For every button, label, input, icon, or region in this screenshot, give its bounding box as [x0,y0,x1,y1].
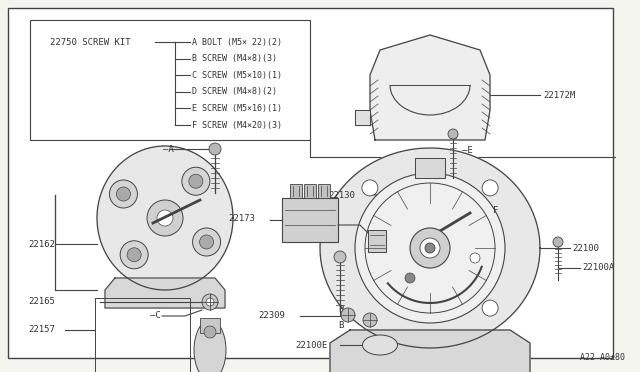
Circle shape [116,187,131,201]
Bar [95,298,190,372]
Ellipse shape [194,320,226,372]
Text: D: D [430,253,435,263]
Circle shape [204,326,216,338]
Text: B: B [338,321,344,330]
Polygon shape [320,148,540,348]
Circle shape [127,248,141,262]
Circle shape [482,180,498,196]
Circle shape [355,173,505,323]
Text: B SCREW (M4×8)(3): B SCREW (M4×8)(3) [192,54,277,63]
Bar [368,230,386,252]
Text: —E: —E [462,145,473,154]
Bar [304,184,316,198]
Ellipse shape [362,335,397,355]
Text: 22100A: 22100A [582,263,614,273]
Bar [282,198,338,242]
Circle shape [405,273,415,283]
Text: 22173: 22173 [228,214,255,222]
Text: D SCREW (M4×8)(2): D SCREW (M4×8)(2) [192,87,277,96]
Text: F: F [493,205,499,215]
Text: 22157: 22157 [28,326,55,334]
Polygon shape [355,110,370,125]
Polygon shape [370,35,490,140]
Text: A22 A0±80: A22 A0±80 [580,353,625,362]
Circle shape [363,313,377,327]
Circle shape [420,238,440,258]
Circle shape [120,241,148,269]
Text: E SCREW (M5×16)(1): E SCREW (M5×16)(1) [192,104,282,113]
Polygon shape [105,278,225,308]
Text: —C: —C [150,311,161,321]
Circle shape [470,253,480,263]
Circle shape [202,294,218,310]
Circle shape [109,180,138,208]
Bar [318,184,330,198]
Bar [200,318,220,333]
Circle shape [200,235,214,249]
Text: F SCREW (M4×20)(3): F SCREW (M4×20)(3) [192,121,282,129]
Circle shape [193,228,221,256]
Circle shape [206,298,214,306]
Polygon shape [97,146,233,290]
Text: —A: —A [163,144,173,154]
Text: 22172M: 22172M [543,90,575,99]
Circle shape [157,210,173,226]
Circle shape [482,300,498,316]
Text: 22100E: 22100E [295,340,327,350]
Circle shape [410,228,450,268]
Bar [30,20,310,140]
Bar [290,184,302,198]
Bar [415,158,445,178]
Text: 22165: 22165 [28,298,55,307]
Text: A BOLT (M5× 22)(2): A BOLT (M5× 22)(2) [192,38,282,46]
Text: 22130: 22130 [328,190,355,199]
Circle shape [147,200,183,236]
Circle shape [553,237,563,247]
Text: 22309: 22309 [258,311,285,321]
Circle shape [189,174,203,188]
Circle shape [182,167,210,195]
Text: C SCREW (M5×10)(1): C SCREW (M5×10)(1) [192,71,282,80]
Circle shape [425,243,435,253]
Text: 22162: 22162 [28,240,55,248]
Circle shape [448,129,458,139]
Circle shape [209,143,221,155]
Polygon shape [330,330,530,372]
Circle shape [334,251,346,263]
Text: 22750 SCREW KIT: 22750 SCREW KIT [50,38,131,46]
Text: 22100: 22100 [572,244,599,253]
Text: B: B [338,305,344,314]
Circle shape [341,308,355,322]
Circle shape [362,180,378,196]
